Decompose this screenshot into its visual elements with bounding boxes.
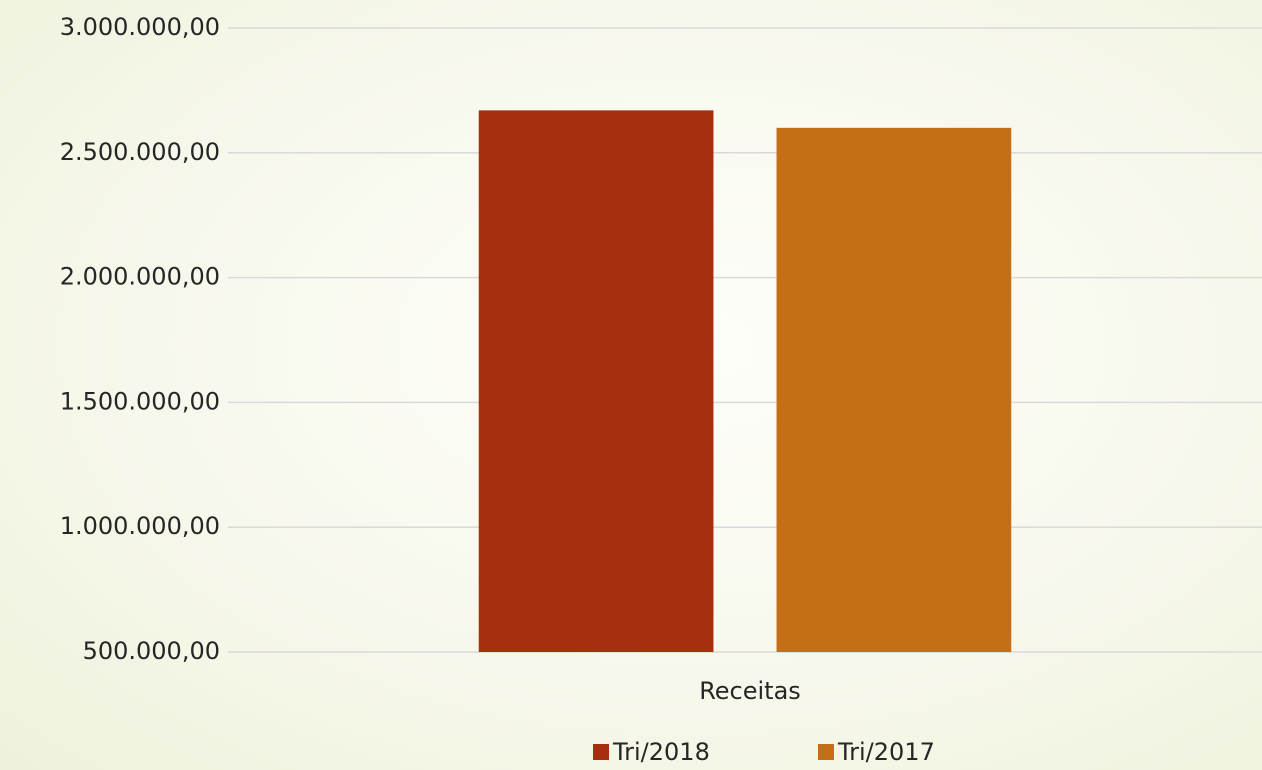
- legend-swatch: [593, 744, 609, 760]
- legend-label: Tri/2018: [612, 738, 710, 766]
- y-tick-label: 2.000.000,00: [60, 263, 220, 291]
- legend-label: Tri/2017: [837, 738, 935, 766]
- y-tick-label: 1.000.000,00: [60, 512, 220, 540]
- y-tick-label: 1.500.000,00: [60, 387, 220, 415]
- bar: [776, 127, 1012, 653]
- bar: [478, 110, 714, 653]
- y-tick-label: 500.000,00: [83, 637, 220, 665]
- y-tick-label: 3.000.000,00: [60, 13, 220, 41]
- x-tick-label: Receitas: [699, 677, 801, 705]
- legend-swatch: [818, 744, 834, 760]
- y-tick-label: 2.500.000,00: [60, 138, 220, 166]
